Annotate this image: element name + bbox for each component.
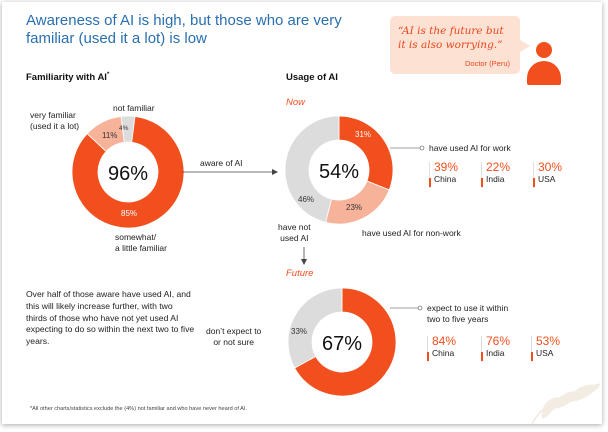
work-stat-china-country: China [434,174,457,184]
very-familiar-label: very familiar (used it a lot) [30,110,80,131]
future-stat-usa: 53% USA [531,334,561,362]
future-stat-china-value: 84% [432,334,457,348]
future-stat-china-country: China [432,348,455,358]
donut-familiarity-slice-2 [86,115,125,153]
work-stat-usa-value: 30% [538,160,563,174]
work-stat-usa: 30% USA [533,160,563,188]
somewhat-familiar-label: somewhat/ a little familiar [115,232,167,253]
future-stat-usa-value: 53% [536,334,561,348]
summary-paragraph: Over half of those aware have used AI, a… [26,289,195,347]
donut-future-slice-0 [294,287,397,397]
familiarity-heading: Familiarity with AI* [26,72,110,84]
charts-canvas: 96% 54% 67% 11% 4% 85% 31% 23% 46% 33% [71,115,425,397]
familiarity-donut [71,115,185,229]
quote-author: Doctor (Peru) [464,59,510,68]
down-arrow-head [301,259,307,265]
work-stat-india-country: India [486,174,505,184]
familiarity-center-label: 96% [108,163,148,185]
usage-now-donut [284,115,394,225]
slice-label-somewhat: 85% [121,209,137,218]
slice-label-not-used: 46% [298,195,314,204]
quote-bubble: “AI is the future but it is also worryin… [390,16,520,74]
person-icon [526,42,562,90]
slice-label-very-familiar: 11% [102,131,117,140]
future-stat-usa-country: USA [536,348,554,358]
future-stat-india-country: India [486,348,505,358]
not-familiar-label: not familiar [113,103,155,113]
usage-future-donut [287,287,397,397]
future-stat-china: 84% China [427,334,457,362]
page-title: Awareness of AI is high, but those who a… [26,12,342,47]
donut-now-slice-0 [338,115,394,191]
work-stat-china-value: 39% [434,160,459,174]
quote-text: “AI is the future but it is also worryin… [398,25,504,51]
donut-now-slice-2 [284,115,340,223]
usage-heading: Usage of AI [286,72,338,83]
aware-of-ai-label: aware of AI [200,158,243,168]
slice-label-not-familiar: 4% [119,125,129,132]
infographic-page: Awareness of AI is high, but those who a… [2,2,602,424]
work-stat-usa-country: USA [538,174,556,184]
work-stat-china: 39% China [429,160,459,188]
quote-bubble-tail [520,40,530,52]
footnote: *All other charts/statistics exclude the… [30,406,248,412]
slice-label-dont-expect: 33% [291,327,307,336]
usage-now-center-label: 54% [319,161,359,183]
donut-future-slice-1 [287,287,343,369]
work-leader-dot [419,145,425,151]
future-stat-india-value: 76% [486,334,511,348]
future-stat-india: 76% India [481,334,511,362]
aware-arrow-head [272,169,278,175]
dont-expect-label: don’t expect to or not sure [206,326,262,347]
slice-label-used-work: 31% [355,130,371,139]
used-work-label: have used AI for work [429,143,511,153]
used-nonwork-label: have used AI for non-work [362,228,461,238]
usage-future-center-label: 67% [322,333,362,355]
decorative-leaf-icon [531,383,601,424]
expect-leader-dot [417,305,423,311]
work-stat-india: 22% India [481,160,511,188]
slice-label-used-nonwork: 23% [346,203,362,212]
work-stat-india-value: 22% [486,160,511,174]
donut-familiarity-slice-1 [71,115,185,229]
not-used-label: have not used AI [278,222,311,243]
future-label: Future [286,268,314,279]
now-label: Now [286,97,306,108]
expect-label: expect to use it within two to five year… [427,303,509,324]
